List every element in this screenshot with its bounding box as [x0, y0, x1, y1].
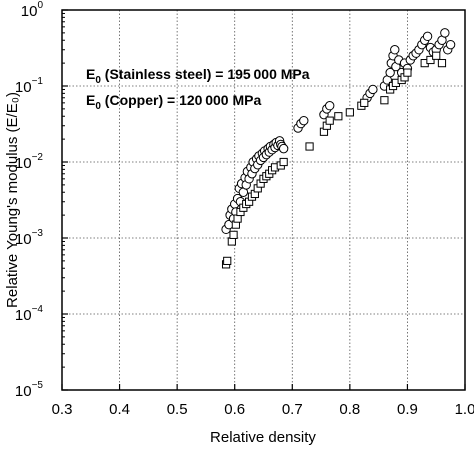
data-point-circle — [278, 143, 289, 154]
x-tick-label: 0.8 — [339, 401, 360, 418]
data-point-circle — [390, 45, 400, 55]
x-tick-label: 0.4 — [109, 401, 130, 418]
x-tick-label: 0.5 — [167, 401, 188, 418]
data-point-square — [305, 142, 314, 151]
data-point-square — [325, 116, 334, 125]
svg-text:E0 (Copper) = 120 000 MPa: E0 (Copper) = 120 000 MPa — [86, 92, 261, 112]
annotation-copper-sub: 0 — [95, 101, 101, 112]
data-point-circle — [440, 28, 450, 38]
y-tick-base: 10 — [15, 79, 32, 96]
y-tick-base: 10 — [15, 231, 32, 248]
y-tick-label: 10−3 — [15, 228, 44, 248]
axis-ticks: 0.3 0.4 0.5 0.6 0.7 0.8 0.9 1.010010−110−210−31… — [15, 0, 474, 418]
y-tick-base: 10 — [15, 383, 32, 400]
y-tick-exponent: −2 — [32, 152, 44, 163]
y-tick-exponent: 0 — [37, 0, 43, 11]
y-tick-label: 100 — [21, 0, 44, 20]
data-point-square — [345, 108, 354, 117]
annotation-stainless-sub: 0 — [95, 75, 101, 86]
data-points — [221, 28, 456, 269]
y-tick-base: 10 — [21, 3, 38, 20]
y-tick-exponent: −4 — [32, 304, 44, 315]
data-point-square — [380, 96, 389, 105]
x-tick-label: 0.7 — [282, 401, 303, 418]
y-tick-label: 10−5 — [15, 380, 44, 400]
y-tick-exponent: −5 — [32, 380, 44, 391]
annotation-stainless: E0 (Stainless steel) = 195 000 MPa — [86, 66, 310, 86]
data-point-square — [360, 98, 369, 107]
gridlines — [62, 10, 465, 390]
data-point-circle — [445, 39, 456, 50]
y-tick-base: 10 — [15, 155, 32, 172]
x-tick-label: 0.3 — [52, 401, 73, 418]
x-tick-label: 0.9 — [397, 401, 418, 418]
x-axis-title: Relative density — [210, 429, 316, 446]
annotation-copper: E0 (Copper) = 120 000 MPa — [86, 92, 261, 112]
y-tick-label: 10−1 — [15, 76, 44, 96]
data-point-square — [279, 157, 288, 167]
data-point-circle — [385, 67, 395, 78]
data-point-circle — [368, 84, 378, 95]
data-point-square — [437, 59, 447, 68]
data-point-square — [227, 237, 236, 246]
y-axis-title: Relative Young's modulus (E/E₀) — [4, 92, 21, 308]
y-tick-exponent: −3 — [32, 228, 44, 239]
data-point-square — [229, 230, 238, 239]
annotation-copper-e: E — [86, 92, 95, 108]
y-tick-exponent: −1 — [32, 76, 44, 87]
data-point-circle — [422, 31, 433, 42]
data-point-square — [233, 214, 242, 223]
y-tick-base: 10 — [15, 307, 32, 324]
annotation-stainless-text: (Stainless steel) = 195 000 MPa — [101, 66, 310, 82]
data-point-circle — [325, 101, 335, 111]
y-tick-label: 10−2 — [15, 152, 44, 172]
data-point-square — [223, 256, 232, 265]
annotation-copper-text: (Copper) = 120 000 MPa — [101, 92, 262, 108]
y-tick-label: 10−4 — [15, 304, 44, 324]
x-tick-label: 0.6 — [224, 401, 245, 418]
svg-text:E0 (Stainless steel) = 195 000: E0 (Stainless steel) = 195 000 MPa — [86, 66, 310, 86]
data-point-square — [432, 51, 441, 60]
data-point-square — [426, 55, 435, 65]
annotation-stainless-e: E — [86, 66, 95, 82]
data-point-circle — [299, 115, 309, 126]
data-point-square — [334, 112, 343, 121]
x-tick-label: 1.0 — [455, 401, 474, 418]
data-point-square — [403, 68, 412, 77]
plot-frame — [61, 9, 466, 391]
